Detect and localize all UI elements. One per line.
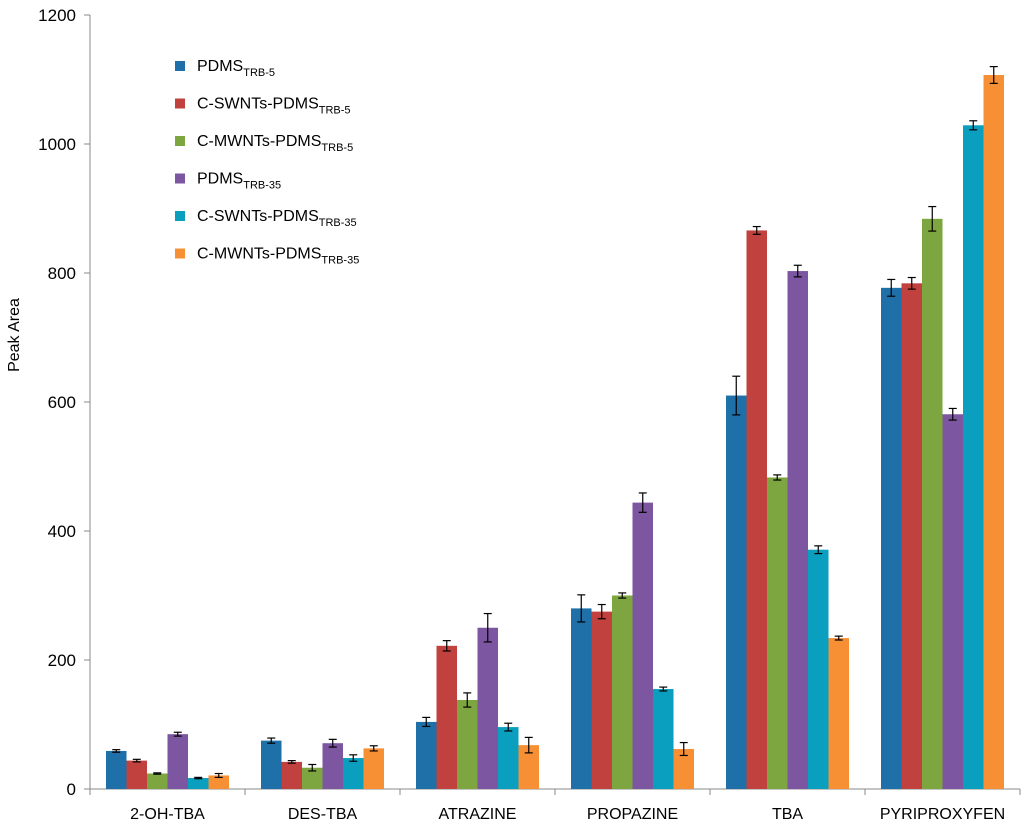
- legend-label: PDMSTRB-5: [197, 58, 275, 79]
- bar: [477, 627, 498, 789]
- x-tick-labels: 2-OH-TBA DES-TBA ATRAZINE PROPAZINE TBA PYRIP…: [130, 806, 1005, 823]
- bar: [518, 745, 539, 789]
- bar: [632, 502, 653, 789]
- bar: [653, 689, 674, 789]
- legend-label-name: C-SWNTs-PDMS: [197, 96, 319, 113]
- bar: [126, 760, 147, 789]
- bar: [436, 645, 457, 789]
- x-tick-label: PROPAZINE: [587, 806, 678, 823]
- y-tick-label: 1000: [38, 135, 76, 154]
- bar: [281, 761, 302, 789]
- bar: [363, 748, 384, 789]
- bar: [322, 743, 343, 789]
- bar: [457, 699, 478, 789]
- y-tick-label: 400: [48, 522, 76, 541]
- x-tick-label: PYRIPROXYFEN: [880, 806, 1005, 823]
- bar: [416, 721, 437, 789]
- bar: [106, 750, 127, 789]
- legend-label: C-SWNTs-PDMSTRB-5: [197, 96, 351, 117]
- legend-label-name: C-MWNTs-PDMS: [197, 133, 321, 150]
- y-tick-label: 600: [48, 393, 76, 412]
- legend-label: C-MWNTs-PDMSTRB-5: [197, 133, 353, 154]
- x-tick-label: DES-TBA: [288, 806, 358, 823]
- legend-swatch: [175, 61, 185, 71]
- bar: [612, 595, 633, 789]
- legend-swatch: [175, 248, 185, 259]
- y-tick-labels: 0 200 400 600 800 1000 1200: [38, 6, 76, 799]
- bar: [343, 758, 364, 789]
- legend-swatch: [175, 136, 185, 146]
- x-tick-label: TBA: [772, 806, 803, 823]
- legend-label-name: PDMS: [197, 58, 243, 75]
- bar: [147, 773, 168, 789]
- y-axis-title: Peak Area: [6, 298, 23, 372]
- legend-label-name: C-SWNTs-PDMS: [197, 208, 319, 225]
- y-tick-label: 1200: [38, 6, 76, 25]
- legend-label-subscript: TRB-35: [319, 217, 357, 229]
- x-tick-label: ATRAZINE: [439, 806, 517, 823]
- y-tick-label: 200: [48, 651, 76, 670]
- legend-swatch: [175, 98, 185, 109]
- bar: [808, 549, 829, 789]
- bar: [498, 727, 519, 789]
- bar: [261, 740, 282, 789]
- bar: [787, 271, 808, 789]
- y-tick-label: 800: [48, 264, 76, 283]
- bar: [167, 734, 188, 789]
- bar: [922, 218, 943, 789]
- legend-label: C-MWNTs-PDMSTRB-35: [197, 246, 359, 267]
- legend-label-subscript: TRB-5: [321, 142, 353, 154]
- bar: [901, 283, 922, 789]
- bar: [673, 749, 694, 789]
- bar: [571, 608, 592, 789]
- bar: [963, 125, 984, 790]
- bar: [881, 287, 902, 789]
- bars: [106, 65, 1004, 790]
- bar: [726, 395, 747, 789]
- legend-label: C-SWNTs-PDMSTRB-35: [197, 208, 357, 229]
- bar: [942, 414, 963, 789]
- legend-label-name: PDMS: [197, 171, 243, 188]
- legend-label-subscript: TRB-5: [319, 105, 351, 117]
- legend-swatch: [175, 211, 185, 221]
- legend-label-subscript: TRB-35: [243, 180, 281, 192]
- bar: [208, 775, 229, 789]
- y-tick-label: 0: [67, 780, 76, 799]
- legend: PDMSTRB-5C-SWNTs-PDMSTRB-5C-MWNTs-PDMSTR…: [175, 58, 359, 267]
- legend-label-name: C-MWNTs-PDMS: [197, 246, 321, 263]
- axes: [84, 14, 1021, 795]
- bar: [983, 74, 1004, 790]
- bar: [828, 638, 849, 789]
- bar: [188, 778, 209, 789]
- legend-label-subscript: TRB-35: [321, 255, 359, 267]
- bar: [591, 611, 612, 789]
- bar: [302, 767, 323, 789]
- legend-label: PDMSTRB-35: [197, 171, 281, 192]
- bar: [767, 477, 788, 789]
- x-tick-label: 2-OH-TBA: [130, 806, 205, 823]
- bar: [746, 230, 767, 789]
- legend-label-subscript: TRB-5: [243, 67, 275, 79]
- legend-swatch: [175, 173, 185, 184]
